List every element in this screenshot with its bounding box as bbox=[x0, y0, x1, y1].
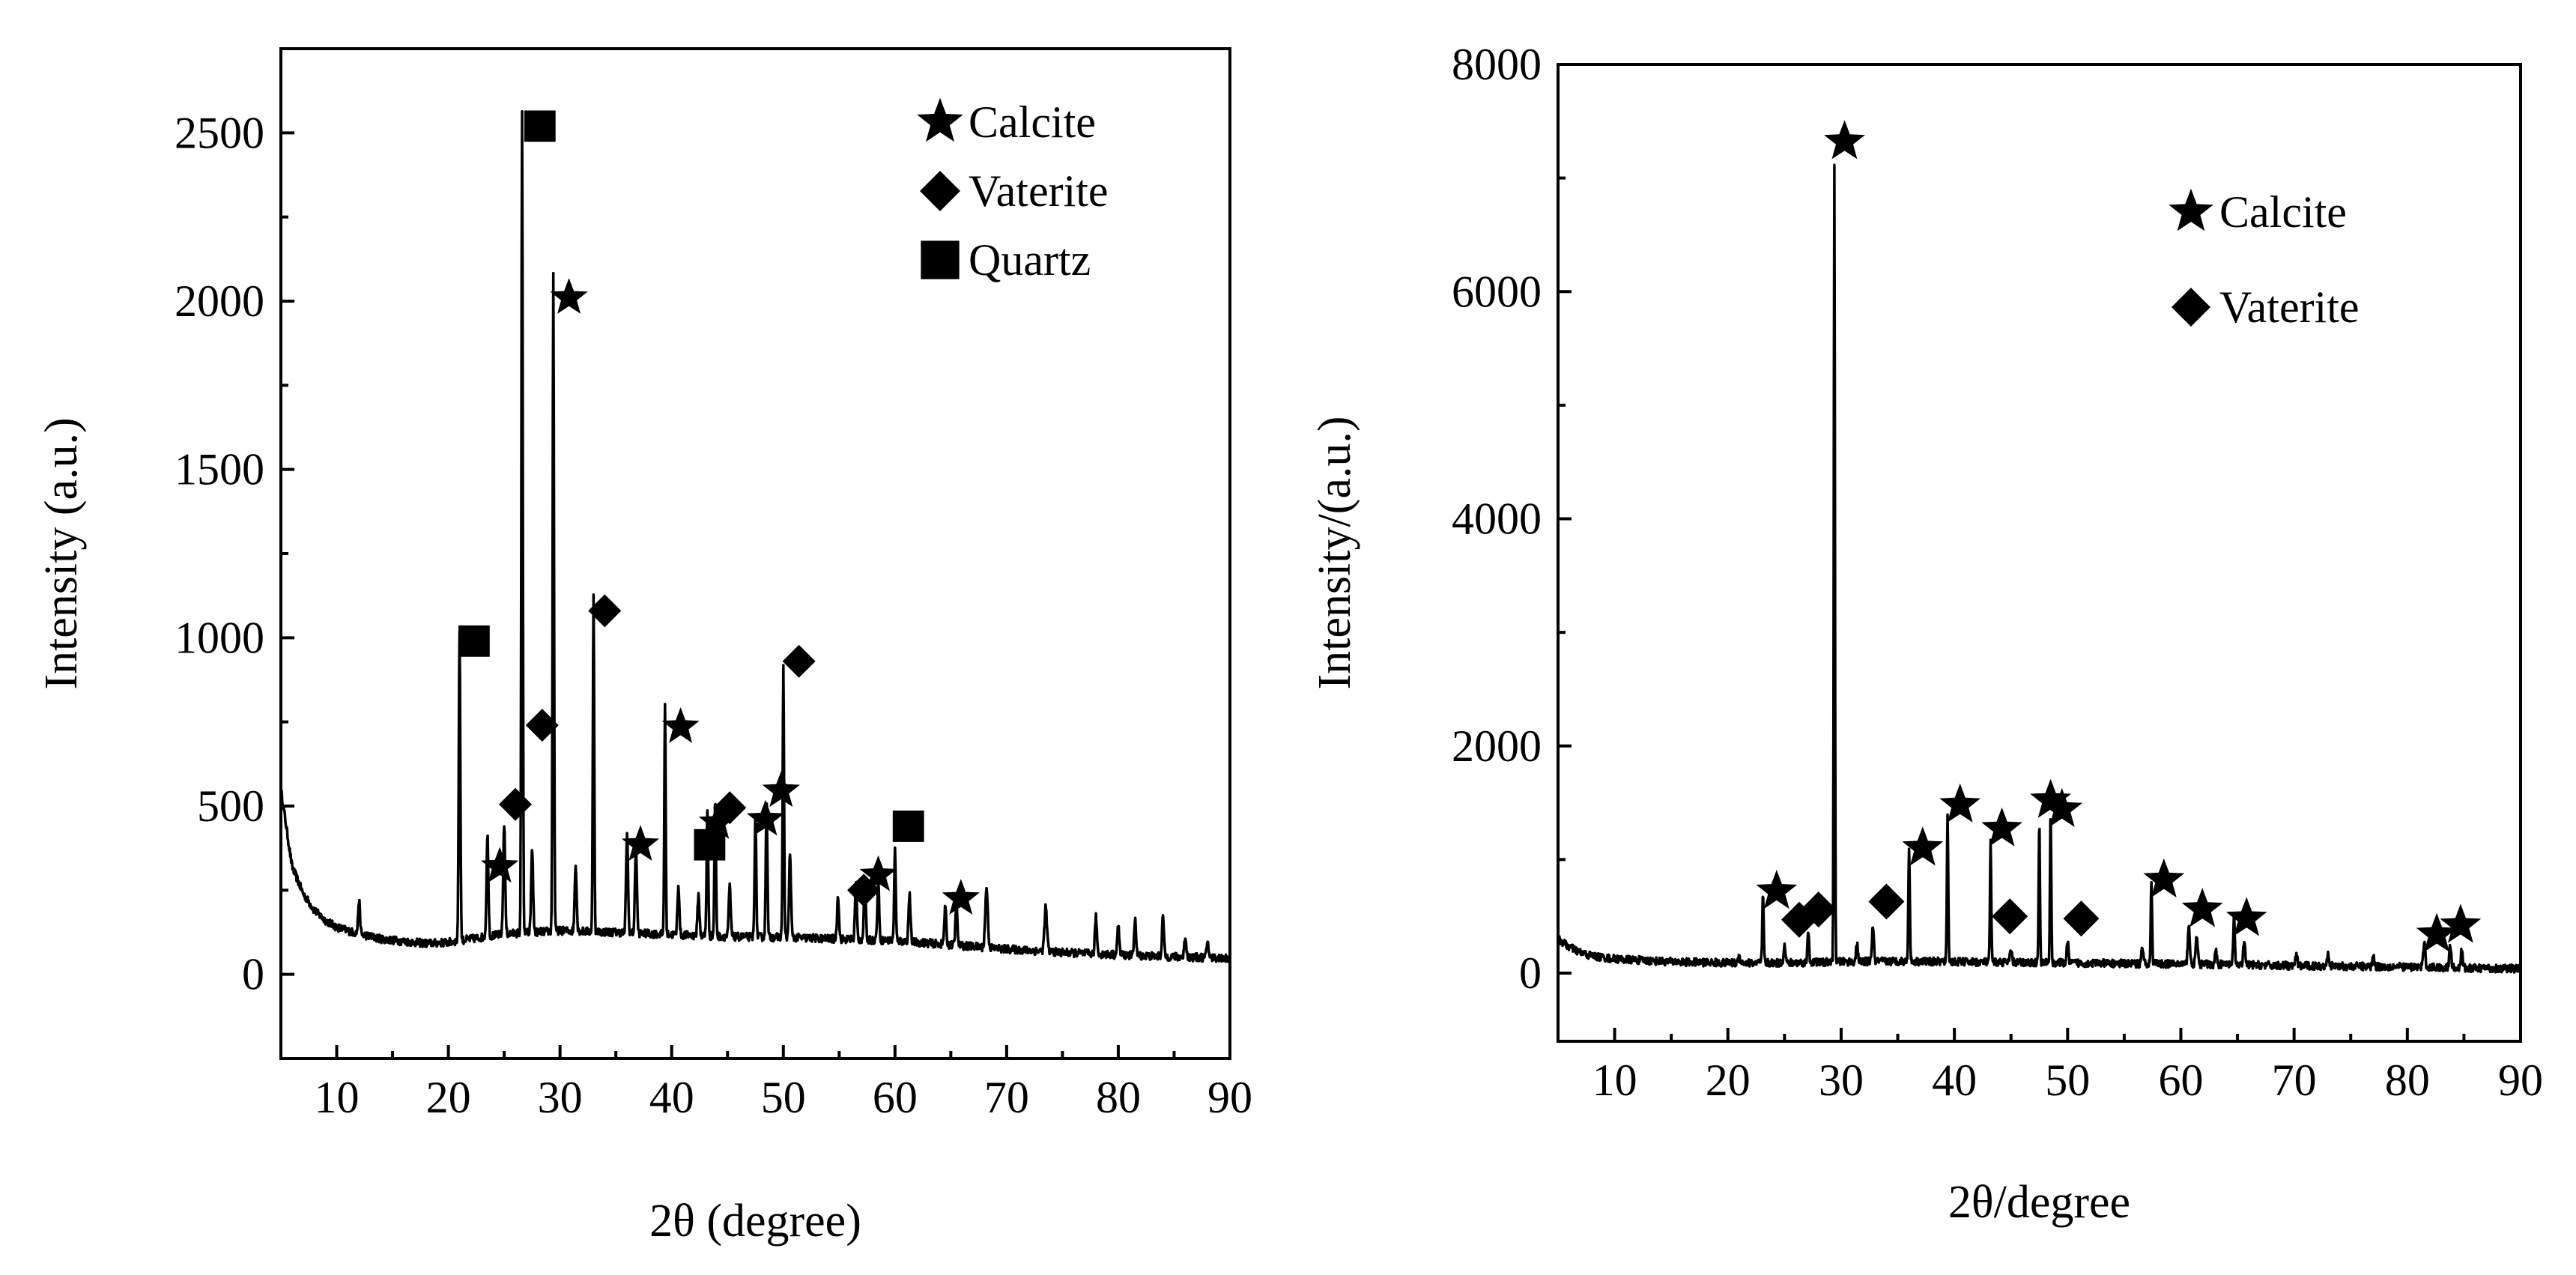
star-marker bbox=[2041, 787, 2083, 827]
y-tick-label: 0 bbox=[1519, 948, 1542, 998]
star-marker bbox=[2416, 912, 2458, 952]
star-marker bbox=[942, 879, 980, 915]
left-legend-quartz: Quartz bbox=[921, 235, 1091, 285]
star-marker bbox=[481, 847, 519, 883]
left-legend-calcite: Calcite bbox=[917, 97, 1096, 147]
star-marker bbox=[550, 278, 588, 314]
x-tick-label: 60 bbox=[2158, 1056, 2203, 1105]
diamond-marker bbox=[525, 709, 559, 742]
diamond-marker bbox=[588, 594, 622, 628]
left-legend-label-calcite: Calcite bbox=[969, 97, 1096, 147]
star-marker bbox=[2440, 903, 2482, 943]
star-marker bbox=[746, 799, 784, 836]
x-tick-label: 70 bbox=[2272, 1056, 2317, 1105]
y-tick-label: 0 bbox=[242, 950, 264, 999]
x-tick-label: 20 bbox=[426, 1073, 471, 1122]
x-tick-label: 90 bbox=[1207, 1073, 1252, 1122]
x-tick-label: 40 bbox=[649, 1073, 694, 1122]
left-legend-label-vaterite: Vaterite bbox=[969, 166, 1109, 216]
star-marker bbox=[1824, 120, 1865, 160]
star-marker bbox=[2225, 897, 2267, 936]
star-marker bbox=[1756, 870, 1798, 909]
star-marker bbox=[698, 803, 736, 839]
diamond-marker bbox=[499, 787, 533, 821]
y-tick-label: 2000 bbox=[1452, 721, 1542, 771]
y-tick-label: 1000 bbox=[175, 613, 264, 662]
right-axis-ticks: 10 20 30 40 50 60 70 80 90 0 2000 4000 6000 8000 bbox=[1452, 40, 2543, 1105]
x-tick-label: 50 bbox=[761, 1073, 806, 1122]
right-plot-frame bbox=[1557, 63, 2522, 1043]
x-tick-label: 20 bbox=[1706, 1056, 1751, 1105]
x-tick-label: 10 bbox=[1592, 1056, 1637, 1105]
y-tick-label: 6000 bbox=[1452, 267, 1542, 316]
left-legend-vaterite: Vaterite bbox=[920, 166, 1109, 216]
star-marker bbox=[621, 825, 660, 861]
right-legend-vaterite: Vaterite bbox=[2172, 282, 2360, 332]
right-legend-label-vaterite: Vaterite bbox=[2219, 282, 2360, 332]
star-marker bbox=[859, 855, 897, 891]
diamond-marker bbox=[782, 644, 816, 678]
left-axis-ticks: 10 20 30 40 50 60 70 80 90 0 500 1000 1500 2000 2500 bbox=[175, 108, 1252, 1122]
diamond-marker bbox=[2063, 900, 2100, 937]
square-marker bbox=[458, 625, 490, 657]
left-xrd-trace bbox=[279, 110, 1231, 963]
right-peak-markers bbox=[1756, 120, 2482, 952]
right-legend-calcite: Calcite bbox=[2169, 187, 2347, 237]
square-marker bbox=[694, 829, 726, 861]
x-tick-label: 80 bbox=[2385, 1056, 2430, 1105]
left-plot-frame bbox=[279, 47, 1231, 1060]
diamond-marker bbox=[1868, 883, 1905, 920]
y-tick-label: 8000 bbox=[1452, 40, 1542, 89]
left-legend-label-quartz: Quartz bbox=[969, 235, 1091, 285]
x-tick-label: 30 bbox=[538, 1073, 583, 1122]
y-tick-label: 1500 bbox=[175, 445, 264, 494]
star-icon bbox=[2169, 188, 2213, 231]
star-marker bbox=[661, 707, 700, 743]
diamond-icon bbox=[2172, 288, 2210, 327]
x-tick-label: 30 bbox=[1819, 1056, 1864, 1105]
left-y-axis-title: Intensity (a.u.) bbox=[36, 417, 87, 689]
star-marker bbox=[2181, 888, 2223, 927]
star-marker bbox=[2030, 778, 2071, 818]
y-tick-label: 500 bbox=[197, 781, 264, 831]
star-marker bbox=[1939, 783, 1981, 823]
star-marker bbox=[1902, 826, 1944, 866]
right-y-axis-title: Intensity/(a.u.) bbox=[1309, 416, 1360, 689]
diamond-marker bbox=[1800, 891, 1837, 928]
right-xrd-trace bbox=[1557, 163, 2522, 974]
star-marker bbox=[762, 771, 800, 808]
y-tick-label: 2000 bbox=[175, 276, 264, 326]
diamond-marker bbox=[713, 791, 747, 825]
x-tick-label: 50 bbox=[2045, 1056, 2090, 1105]
right-chart-panel: 10 20 30 40 50 60 70 80 90 0 2000 4000 6000 8000 2θ/d… bbox=[1309, 40, 2543, 1228]
diamond-marker bbox=[1992, 898, 2028, 935]
diamond-icon bbox=[920, 171, 960, 211]
x-tick-label: 40 bbox=[1932, 1056, 1977, 1105]
right-x-axis-title: 2θ/degree bbox=[1948, 1177, 2130, 1228]
left-legend: Calcite Vaterite Quartz bbox=[917, 97, 1109, 285]
x-tick-label: 70 bbox=[984, 1073, 1029, 1122]
right-legend-label-calcite: Calcite bbox=[2219, 187, 2347, 237]
star-marker bbox=[1981, 807, 2022, 847]
square-icon bbox=[921, 240, 960, 279]
right-legend: Calcite Vaterite bbox=[2169, 187, 2360, 332]
left-x-axis-title: 2θ (degree) bbox=[649, 1196, 861, 1247]
square-marker bbox=[524, 110, 556, 142]
x-tick-label: 60 bbox=[873, 1073, 918, 1122]
left-peak-markers bbox=[458, 110, 980, 915]
x-tick-label: 10 bbox=[315, 1073, 360, 1122]
left-chart-panel: 10 20 30 40 50 60 70 80 90 0 500 1000 1500 2000 2500 2… bbox=[36, 47, 1252, 1247]
diamond-marker bbox=[847, 873, 881, 907]
x-tick-label: 80 bbox=[1096, 1073, 1141, 1122]
star-marker bbox=[2143, 858, 2185, 897]
y-tick-label: 4000 bbox=[1452, 494, 1542, 544]
star-icon bbox=[917, 97, 963, 142]
square-marker bbox=[892, 811, 924, 842]
x-tick-label: 90 bbox=[2498, 1056, 2543, 1105]
y-tick-label: 2500 bbox=[175, 108, 264, 157]
